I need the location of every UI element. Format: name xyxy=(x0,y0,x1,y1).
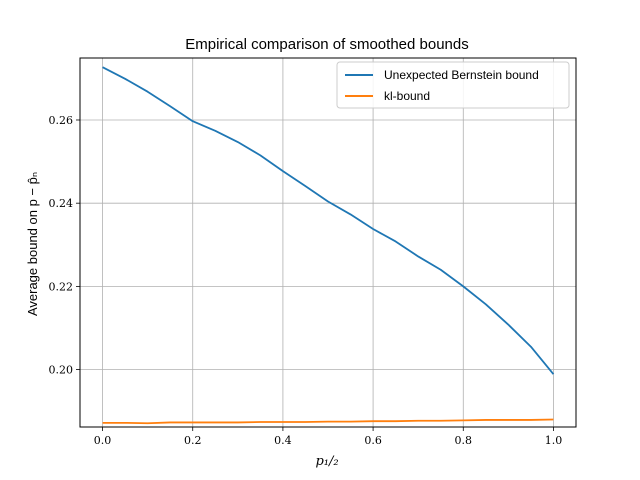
grid xyxy=(80,58,576,427)
x-tick-label: 0.0 xyxy=(94,434,112,447)
legend-label-kl-bound: kl-bound xyxy=(384,89,430,103)
y-tick-label: 0.22 xyxy=(49,280,74,293)
x-tick-label: 0.6 xyxy=(364,434,382,447)
x-axis-label: p₁/₂ xyxy=(315,454,338,469)
x-tick-label: 0.4 xyxy=(274,434,292,447)
legend: Unexpected Bernstein bound kl-bound xyxy=(336,61,570,109)
legend-box xyxy=(336,61,570,109)
y-axis: 0.20 0.22 0.24 0.26 xyxy=(49,114,80,377)
series-layer xyxy=(102,66,555,425)
x-axis: 0.0 0.2 0.4 0.6 0.8 1.0 xyxy=(94,427,562,447)
y-tick-label: 0.24 xyxy=(49,197,74,210)
y-tick-label: 0.26 xyxy=(49,114,74,127)
x-tick-label: 0.2 xyxy=(184,434,202,447)
plot-frame xyxy=(79,57,577,428)
legend-label-unexpected-bernstein: Unexpected Bernstein bound xyxy=(384,68,539,82)
series-line-unexpected-bernstein-bound xyxy=(102,66,555,375)
x-tick-label: 0.8 xyxy=(455,434,473,447)
series-line-kl-bound xyxy=(102,418,554,425)
y-axis-label: Average bound on p − p̂ₙ xyxy=(25,172,40,316)
x-tick-label: 1.0 xyxy=(545,434,563,447)
y-tick-label: 0.20 xyxy=(49,364,74,377)
chart-title: Empirical comparison of smoothed bounds xyxy=(185,36,468,53)
